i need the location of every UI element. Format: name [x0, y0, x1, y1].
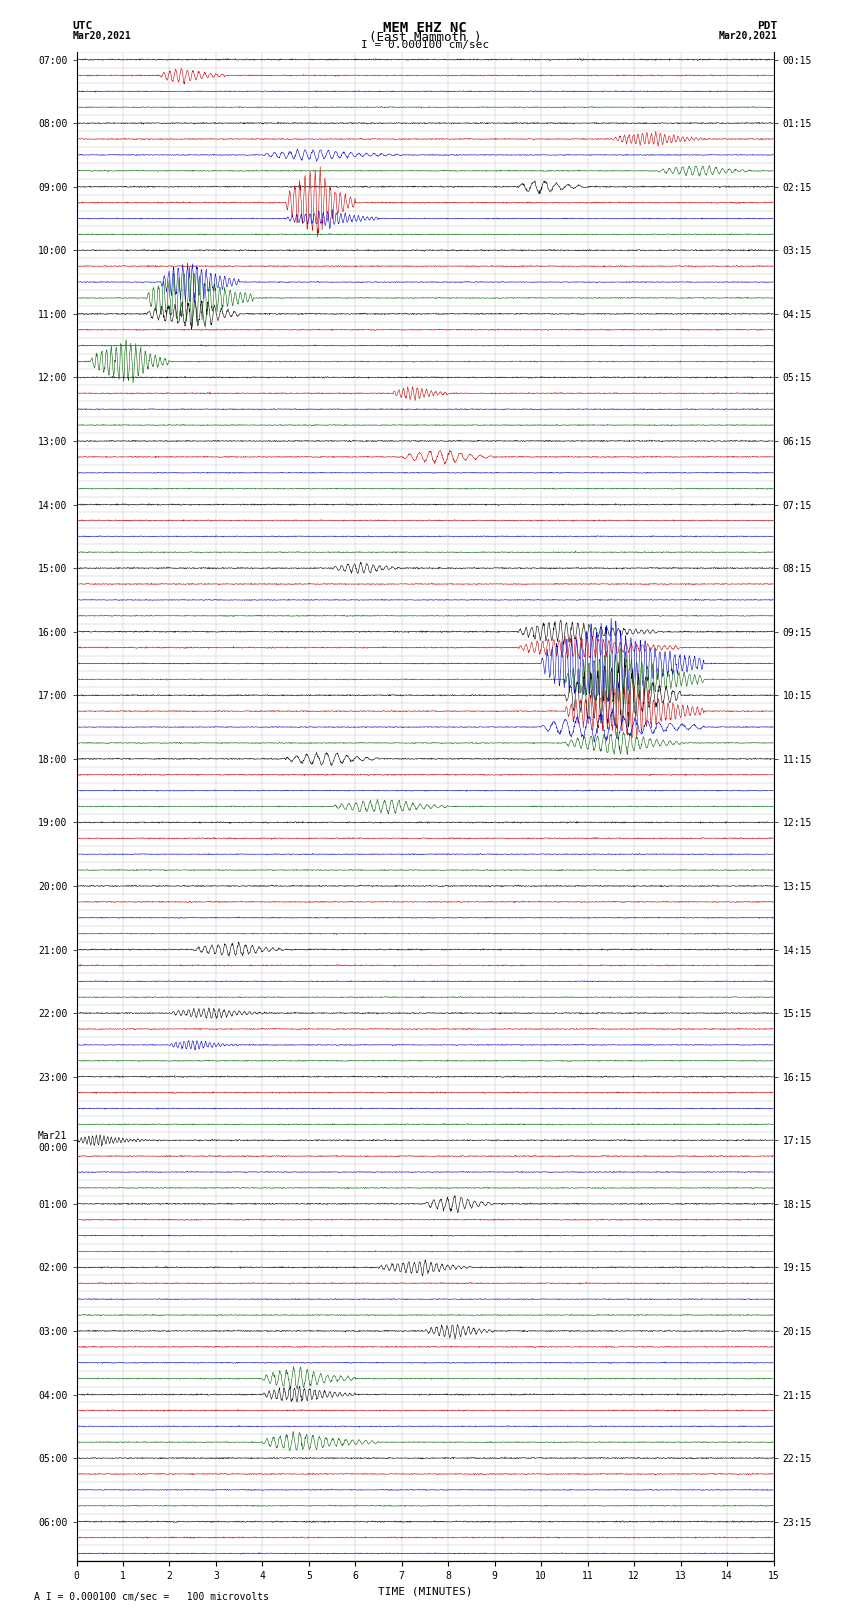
Text: Mar20,2021: Mar20,2021	[719, 31, 778, 40]
Text: (East Mammoth ): (East Mammoth )	[369, 31, 481, 44]
Text: I = 0.000100 cm/sec: I = 0.000100 cm/sec	[361, 40, 489, 50]
X-axis label: TIME (MINUTES): TIME (MINUTES)	[377, 1587, 473, 1597]
Text: A I = 0.000100 cm/sec =   100 microvolts: A I = 0.000100 cm/sec = 100 microvolts	[34, 1592, 269, 1602]
Text: PDT: PDT	[757, 21, 778, 31]
Text: UTC: UTC	[72, 21, 93, 31]
Text: MEM EHZ NC: MEM EHZ NC	[383, 21, 467, 35]
Text: Mar20,2021: Mar20,2021	[72, 31, 131, 40]
